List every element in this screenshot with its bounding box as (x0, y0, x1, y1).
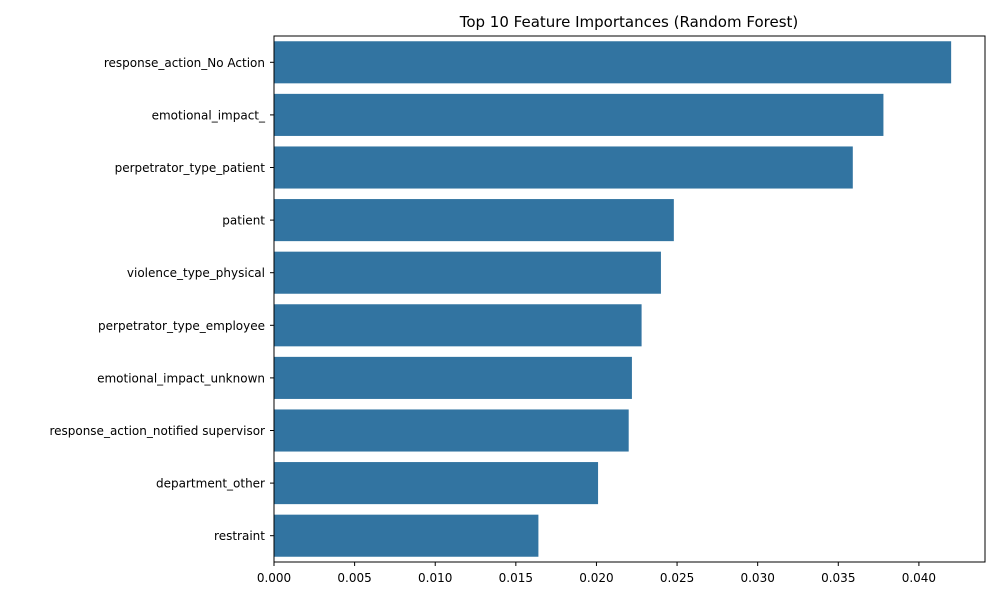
bar-5 (274, 304, 642, 347)
plot-frame (273, 35, 986, 563)
bar-1 (274, 93, 884, 136)
bar-8 (274, 462, 599, 505)
x-tick-label-7: 0.035 (821, 571, 855, 585)
x-tick-label-8: 0.040 (902, 571, 936, 585)
x-axis-ticks: 0.000 0.005 0.010 0.015 0.020 0.025 0.030 0.035… (257, 562, 936, 585)
bar-3 (274, 199, 674, 242)
x-tick-label-5: 0.025 (660, 571, 694, 585)
y-tick-label-6: emotional_impact_unknown (97, 371, 265, 385)
y-tick-label-0: response_action_No Action (104, 56, 265, 70)
y-tick-label-5: perpetrator_type_employee (98, 319, 265, 333)
x-tick-label-6: 0.030 (740, 571, 774, 585)
x-tick-label-0: 0.000 (257, 571, 291, 585)
y-tick-label-7: response_action_notified supervisor (49, 424, 265, 438)
bar-0 (274, 41, 952, 84)
bars-group (274, 41, 952, 557)
y-tick-label-1: emotional_impact_ (152, 108, 266, 122)
bar-2 (274, 146, 853, 189)
x-tick-label-1: 0.005 (337, 571, 371, 585)
x-tick-label-3: 0.015 (499, 571, 533, 585)
y-tick-label-8: department_other (156, 477, 265, 491)
bar-6 (274, 356, 632, 399)
y-tick-label-3: patient (222, 214, 265, 228)
bar-9 (274, 514, 539, 557)
y-tick-label-4: violence_type_physical (127, 266, 265, 280)
chart-title: Top 10 Feature Importances (Random Fores… (459, 13, 799, 31)
y-tick-label-9: restraint (214, 529, 265, 543)
y-axis-ticks: response_action_No Action emotional_impac… (49, 56, 274, 543)
x-tick-label-4: 0.020 (579, 571, 613, 585)
y-tick-label-2: perpetrator_type_patient (115, 161, 266, 175)
bar-4 (274, 251, 661, 294)
bar-7 (274, 409, 629, 452)
x-tick-label-2: 0.010 (418, 571, 452, 585)
